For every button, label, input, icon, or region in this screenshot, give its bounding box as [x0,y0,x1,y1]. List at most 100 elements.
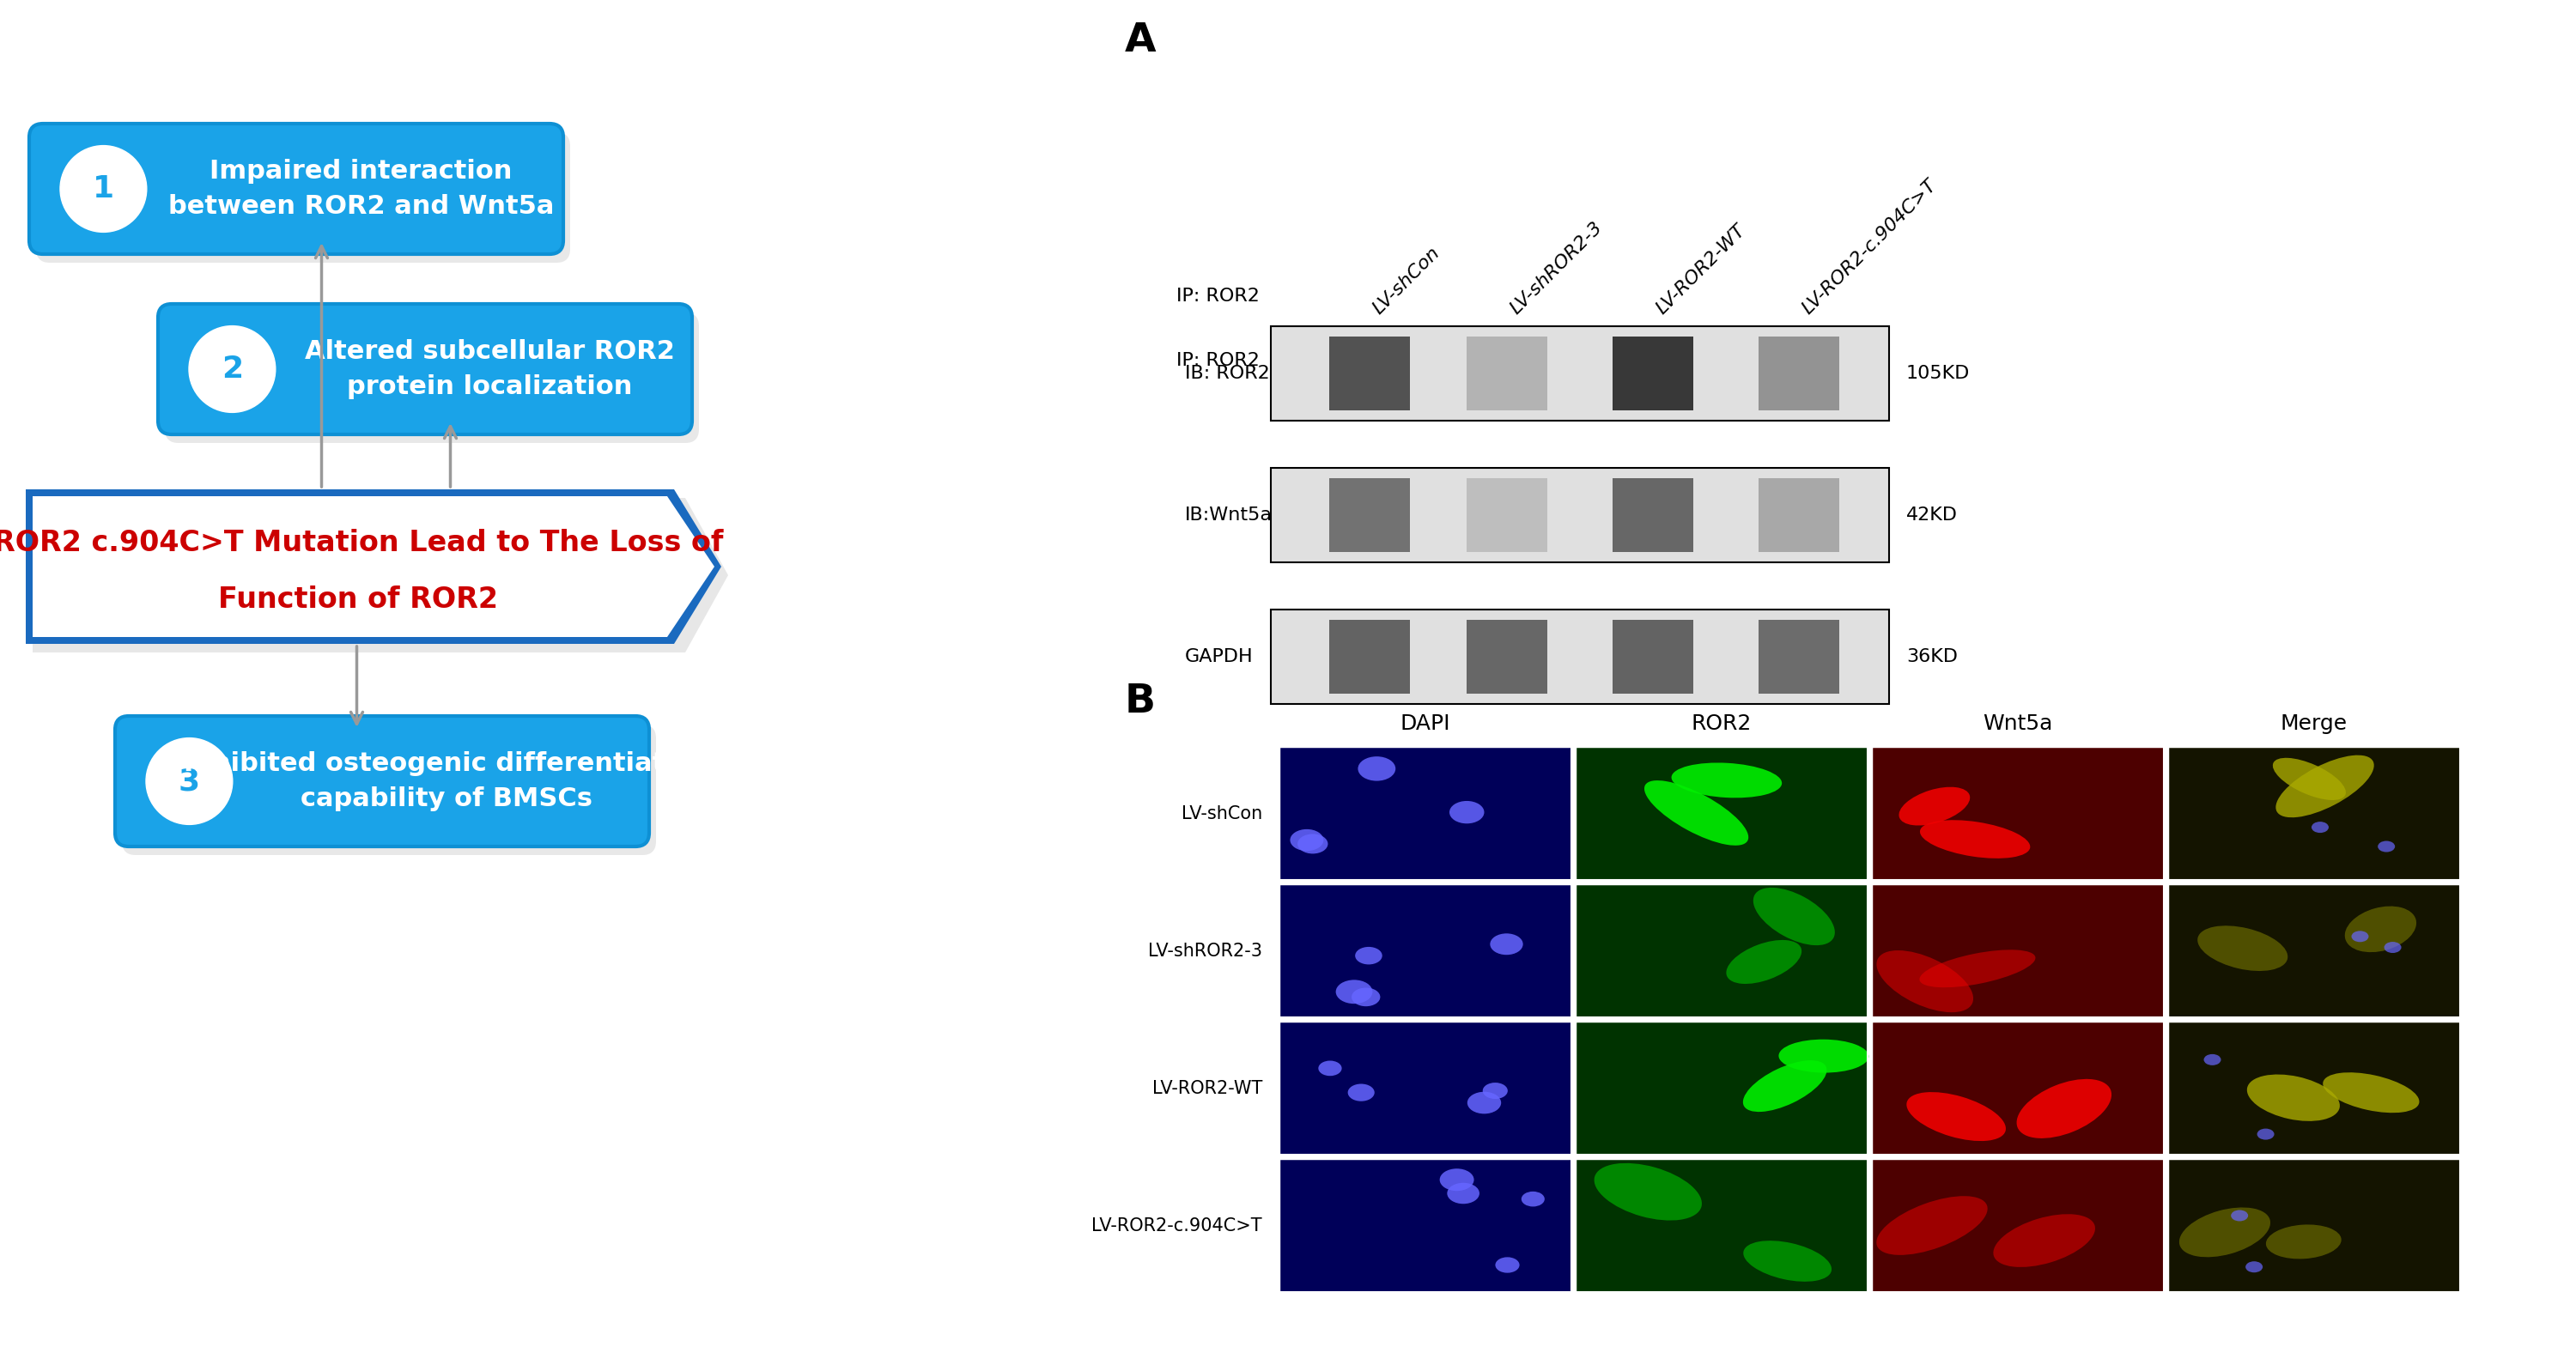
FancyBboxPatch shape [28,124,564,254]
Text: DAPI: DAPI [1401,713,1450,734]
Ellipse shape [2231,1210,2249,1222]
Circle shape [147,738,232,825]
Bar [2169,747,2460,881]
Bar [1577,1022,1868,1155]
Text: LV-ROR2-c.904C>T: LV-ROR2-c.904C>T [1092,1216,1262,1234]
Text: IB: ROR2: IB: ROR2 [1185,364,1270,382]
Bar [1577,1159,1868,1292]
Ellipse shape [1298,834,1327,853]
Ellipse shape [1347,1084,1376,1101]
Text: 36KD: 36KD [1906,648,1958,666]
Bar [1280,1022,1571,1155]
Bar [1613,337,1692,410]
Text: LV-shROR2-3: LV-shROR2-3 [1507,219,1605,318]
Bar [1577,747,1868,881]
Text: Altered subcellular ROR2
protein localization: Altered subcellular ROR2 protein localiz… [304,340,675,400]
Ellipse shape [1337,980,1373,1004]
FancyBboxPatch shape [116,716,649,847]
Bar [2169,885,2460,1018]
Ellipse shape [2311,822,2329,833]
Ellipse shape [1595,1163,1703,1220]
Ellipse shape [2275,756,2375,818]
Ellipse shape [1352,988,1381,1006]
Text: 3: 3 [178,766,201,796]
Bar [1466,337,1548,410]
Text: ROR2: ROR2 [1692,713,1752,734]
Text: LV-ROR2-WT: LV-ROR2-WT [1151,1079,1262,1097]
Polygon shape [33,497,729,652]
Bar [1873,1022,2164,1155]
Circle shape [59,145,147,232]
Ellipse shape [2344,906,2416,953]
Ellipse shape [1489,934,1522,955]
Bar [2169,1159,2460,1292]
Ellipse shape [1494,1257,1520,1273]
Text: ROR2 c.904C>T Mutation Lead to The Loss of: ROR2 c.904C>T Mutation Lead to The Loss … [0,529,724,557]
Ellipse shape [1994,1214,2094,1267]
Ellipse shape [2352,931,2367,942]
Text: Function of ROR2: Function of ROR2 [219,586,500,613]
Ellipse shape [2272,758,2347,800]
Text: 1: 1 [93,174,113,204]
Text: Inhibited osteogenic differentiation
capability of BMSCs: Inhibited osteogenic differentiation cap… [183,752,711,811]
Bar [1329,478,1409,552]
Text: B: B [1126,682,1157,722]
Ellipse shape [1450,800,1484,824]
Bar [1873,747,2164,881]
Bar [1280,1159,1571,1292]
FancyBboxPatch shape [36,132,569,262]
FancyBboxPatch shape [157,304,693,435]
Ellipse shape [2257,1128,2275,1140]
Ellipse shape [1643,780,1749,845]
Ellipse shape [1522,1192,1546,1207]
Bar [1577,885,1868,1018]
Bar [1280,885,1571,1018]
Text: LV-shCon: LV-shCon [1182,805,1262,822]
Bar [1873,885,2164,1018]
Text: 42KD: 42KD [1906,507,1958,523]
Bar [1280,747,1571,881]
Text: IB:Wnt5a: IB:Wnt5a [1185,507,1273,523]
Bar [1270,610,1888,704]
Bar [2169,1022,2460,1155]
Bar [1873,1159,2164,1292]
Bar [1466,620,1548,693]
Bar [2169,747,2460,881]
Text: Impaired interaction
between ROR2 and Wnt5a: Impaired interaction between ROR2 and Wn… [167,159,554,219]
Ellipse shape [1355,947,1383,965]
Text: Merge: Merge [2280,713,2347,734]
Bar [1280,1159,1571,1292]
Ellipse shape [1744,1241,1832,1282]
Text: LV-shCon: LV-shCon [1370,245,1443,318]
Ellipse shape [1777,1040,1868,1072]
Bar [1270,326,1888,421]
Text: LV-shROR2-3: LV-shROR2-3 [1149,942,1262,959]
Text: IP: ROR2: IP: ROR2 [1177,288,1260,304]
Bar [1577,747,1868,881]
Ellipse shape [1875,1196,1989,1254]
Ellipse shape [2246,1075,2339,1121]
Ellipse shape [1919,950,2035,988]
Bar [1280,747,1571,881]
Text: Wnt5a: Wnt5a [1984,713,2053,734]
Bar [2169,1022,2460,1155]
FancyBboxPatch shape [121,724,657,855]
Ellipse shape [1726,940,1801,984]
Bar [1577,1159,1868,1292]
Ellipse shape [1468,1091,1502,1114]
Bar [1613,620,1692,693]
Ellipse shape [2246,1261,2262,1272]
Ellipse shape [2385,942,2401,953]
Polygon shape [26,489,721,644]
Bar [1466,478,1548,552]
Bar [1329,620,1409,693]
Bar [1873,747,2164,881]
Ellipse shape [1919,819,2030,859]
Bar [1577,1022,1868,1155]
Ellipse shape [1358,757,1396,781]
Bar [1759,620,1839,693]
Text: 105KD: 105KD [1906,364,1971,382]
Text: 2: 2 [222,355,242,383]
Bar [1329,337,1409,410]
Ellipse shape [1906,1093,2007,1142]
